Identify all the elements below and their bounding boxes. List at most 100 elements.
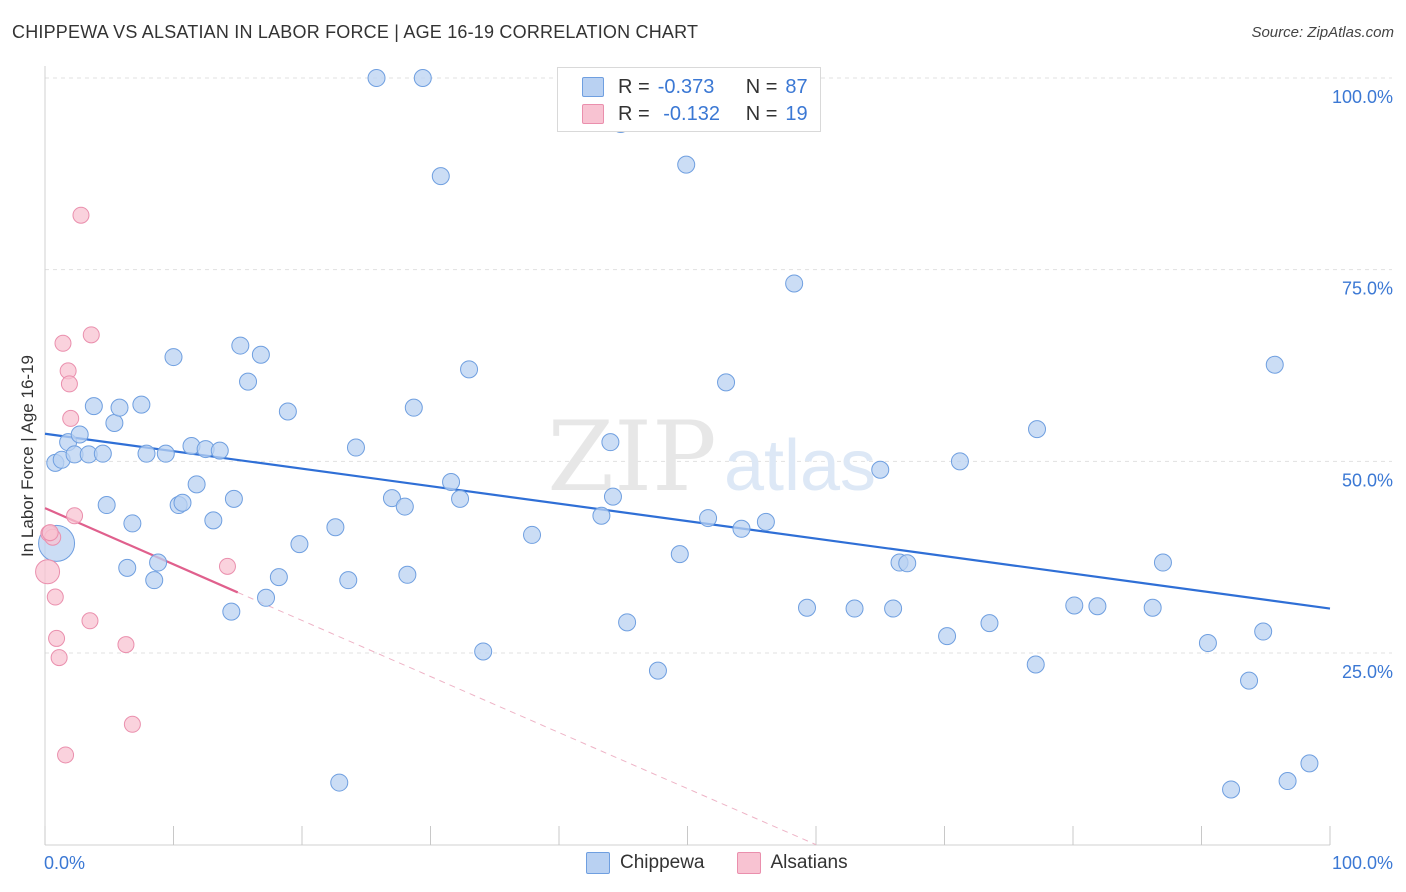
chippewa-point [93,444,112,463]
chippewa-point [123,514,142,533]
chippewa-point [431,167,450,186]
legend-r-value: -0.373 [657,75,715,98]
chippewa-point [187,475,206,494]
chippewa-point [257,588,276,607]
legend-item-chippewa: Chippewa [586,852,705,874]
y-tick-label: 50.0% [1342,470,1393,490]
alsatians-point [123,715,141,733]
chippewa-point [346,438,365,457]
chippewa-point [1026,655,1045,674]
alsatians-point [57,746,75,764]
chippewa-point [603,487,622,506]
chippewa-point [224,489,243,508]
legend-n-label: N = [745,102,778,125]
chippewa-point [164,348,183,367]
y-axis-label: In Labor Force | Age 16-19 [18,355,37,557]
chippewa-point [785,274,804,293]
watermark-atlas: atlas [724,426,876,506]
chippewa-point [110,398,129,417]
chippewa-point [330,773,349,792]
chippewa-point [132,395,151,414]
chippewa-point [204,511,223,530]
chippewa-point [1254,622,1273,641]
chippewa-point [950,452,969,471]
legend-n-label: N = [745,75,778,98]
chippewa-point [442,473,461,492]
axes [44,66,1331,846]
alsatians-legend-swatch [736,852,761,874]
y-tick-label: 25.0% [1342,662,1393,682]
alsatians-point [48,629,66,647]
chippewa-point [404,398,423,417]
chippewa-point [845,599,864,618]
chippewa-point [460,360,479,379]
chippewa-point [367,69,386,87]
chippewa-point [1028,420,1047,439]
chippewa-point [756,512,775,531]
alsatians-swatch [582,104,604,124]
chippewa-point [1198,634,1217,653]
chippewa-point [84,397,103,416]
tick-labels: 25.0% 50.0% 75.0% 100.0% 0.0% 100.0% [44,87,1393,873]
chippewa-point [70,425,89,444]
source-label: Source: ZipAtlas.com [1251,24,1394,41]
chippewa-point [105,414,124,432]
legend-r-label: R = [618,102,650,125]
chippewa-point [670,545,689,564]
legend-n-value: 19 [785,102,808,125]
chippewa-point [137,444,156,463]
chippewa-point [118,558,137,577]
chippewa-point [898,554,917,573]
alsatians-point [117,636,135,654]
chippewa-point [523,525,542,544]
alsatians-point [62,409,80,427]
chippewa-legend-label: Chippewa [620,852,705,873]
chippewa-point [938,627,957,646]
chippewa-point [732,519,751,538]
chippewa-trendline [44,432,1331,610]
chippewa-point [1240,671,1259,690]
chippewa-point [871,460,890,479]
alsatians-point [41,524,59,542]
chippewa-point [1153,553,1172,572]
chippewa-point [884,599,903,618]
chippewa-point [1222,780,1241,799]
alsatians-point [54,334,72,352]
chippewa-point [1300,754,1319,773]
data-points [35,69,1319,799]
chippewa-point [382,489,401,508]
chippewa-point [717,373,736,392]
x-tick-label: 100.0% [1332,853,1393,873]
alsatians-point [66,507,84,525]
chippewa-point [222,602,241,621]
chippewa-point [326,518,345,537]
chippewa-point [149,553,168,572]
correlation-legend: R = -0.373 N = 87 R = -0.132 N = 19 [557,67,821,132]
chippewa-point [210,441,229,460]
chippewa-point [278,402,297,421]
y-tick-label: 75.0% [1342,279,1393,299]
legend-r-value: -0.132 [657,102,720,125]
chippewa-point [145,571,164,590]
alsatians-trendline-extension [237,591,817,846]
chippewa-point [1088,597,1107,616]
legend-r-label: R = [618,75,650,98]
alsatians-point [50,649,68,667]
chippewa-point [592,506,611,525]
chippewa-point [601,433,620,452]
chippewa-point [1065,596,1084,615]
chippewa-point [97,496,116,515]
chippewa-point [648,661,667,680]
chippewa-point [980,614,999,633]
chippewa-point [413,69,432,87]
chippewa-point [798,598,817,617]
chippewa-point [1265,355,1284,374]
chippewa-point [451,489,470,508]
legend-row-chippewa: R = -0.373 N = 87 [582,74,808,100]
chippewa-point [239,372,258,391]
chippewa-point [290,535,309,554]
chippewa-point [339,571,358,590]
alsatians-point [218,557,236,575]
legend-n-value: 87 [785,75,808,98]
